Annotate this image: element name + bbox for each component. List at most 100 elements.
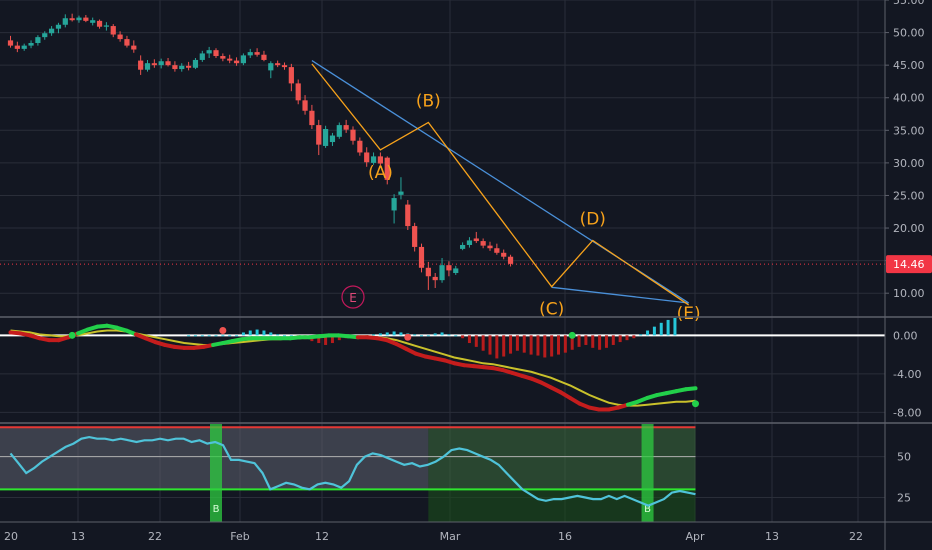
oscillator-signal-bar[interactable]	[641, 424, 654, 522]
macd-layer	[0, 318, 885, 412]
macd-histogram-bar	[454, 335, 458, 337]
candle-body	[275, 63, 281, 66]
macd-histogram-bar	[591, 335, 595, 348]
candle-body	[288, 67, 294, 84]
macd-crossover-marker	[568, 331, 576, 339]
macd-crossover-marker	[219, 327, 227, 335]
candle-body	[473, 238, 479, 242]
candle-body	[254, 52, 260, 55]
price-axis-label: 40.00	[893, 92, 925, 105]
macd-histogram-bar	[646, 330, 650, 336]
macd-histogram-bar	[241, 332, 245, 336]
macd-histogram-bar	[625, 335, 629, 341]
candle-body	[240, 55, 246, 64]
macd-histogram-bar	[570, 335, 574, 350]
macd-histogram-bar	[495, 335, 499, 359]
candle-body	[343, 125, 349, 130]
macd-histogram-bar	[673, 318, 677, 336]
time-axis-label: 20	[4, 530, 18, 543]
macd-histogram-bar	[337, 335, 341, 341]
candle-body	[316, 125, 322, 145]
macd-pane[interactable]	[0, 318, 885, 412]
candle-body	[165, 61, 171, 66]
macd-histogram-bar	[502, 335, 506, 357]
macd-histogram-bar	[529, 335, 533, 355]
candle-body	[432, 276, 438, 281]
pattern-label: (C)	[539, 300, 564, 320]
macd-histogram-bar	[262, 330, 266, 336]
candle-body	[350, 129, 356, 141]
macd-histogram-bar	[283, 335, 286, 337]
macd-histogram-bar	[461, 335, 465, 339]
candle-body	[110, 26, 116, 35]
macd-crossover-marker	[68, 331, 76, 339]
macd-line-segment	[683, 386, 698, 392]
candle-body	[213, 50, 219, 57]
macd-histogram-bar	[474, 335, 478, 347]
macd-histogram-bar	[536, 335, 540, 356]
oscillator-shaded-region	[428, 427, 696, 490]
macd-histogram-bar	[652, 326, 656, 336]
event-marker-circle[interactable]	[341, 285, 365, 309]
candle-body	[233, 60, 240, 64]
price-axis-label: 30.00	[893, 157, 925, 170]
time-axis-label: 12	[315, 530, 329, 543]
candle-body	[62, 18, 68, 25]
candle-body	[55, 24, 62, 29]
macd-histogram-bar	[413, 334, 417, 336]
candle-body	[83, 17, 89, 21]
candle-body	[227, 58, 233, 61]
candle-body	[309, 110, 315, 126]
macd-crossover-marker	[692, 400, 699, 408]
macd-histogram-bar	[515, 335, 519, 351]
price-axis-label: 55.00	[893, 0, 925, 7]
macd-histogram-bar	[557, 335, 560, 355]
candle-body	[186, 65, 192, 68]
macd-histogram-bar	[522, 335, 526, 353]
macd-histogram-bar	[255, 329, 259, 336]
macd-histogram-bar	[221, 335, 225, 337]
macd-histogram-bar	[324, 335, 328, 345]
trendline[interactable]	[551, 286, 689, 304]
candle-body	[336, 125, 342, 137]
macd-histogram-bar	[187, 335, 191, 337]
macd-crossover-marker	[404, 333, 412, 341]
candle-body	[384, 157, 390, 180]
pattern-label: (E)	[677, 304, 701, 324]
macd-histogram-bar	[228, 335, 232, 337]
oscillator-line	[9, 435, 696, 507]
time-axis-label: 16	[558, 530, 572, 543]
time-axis[interactable]: 20 13 22 Feb 12 Mar 16 Apr 13 22	[4, 530, 863, 543]
candle-body	[370, 156, 377, 163]
price-axis-label: 20.00	[893, 222, 925, 235]
candle-body	[103, 25, 109, 27]
macd-histogram-bar	[618, 335, 622, 343]
oscillator-axis-label: 50	[897, 451, 911, 464]
price-axis[interactable]: 10.0015.0020.0025.0030.0035.0040.0045.00…	[885, 0, 932, 505]
candle-body	[28, 43, 34, 46]
candle-body	[151, 63, 157, 66]
abcde-pattern-line[interactable]	[311, 63, 690, 306]
macd-histogram-bar	[563, 335, 567, 353]
price-pane[interactable]: (A) (B) (C) (D) (E) E	[0, 13, 885, 324]
candle-body	[357, 140, 363, 153]
candle-body	[220, 56, 226, 59]
candle-body	[199, 53, 205, 60]
macd-histogram-bar	[200, 335, 204, 337]
pattern-label: (D)	[580, 209, 606, 229]
macd-histogram-bar	[598, 335, 602, 350]
price-candles	[7, 13, 514, 290]
macd-histogram-bar	[509, 335, 513, 354]
candle-body	[323, 129, 329, 146]
candle-body	[466, 240, 473, 245]
candle-body	[14, 45, 20, 49]
macd-histogram-bar	[248, 330, 252, 336]
macd-histogram-bar	[269, 332, 273, 336]
macd-histogram-bar	[372, 334, 376, 336]
macd-histogram-bar	[584, 335, 588, 345]
candle-body	[179, 65, 185, 70]
macd-histogram-bar	[317, 335, 321, 344]
oscillator-signal-bar[interactable]	[210, 424, 222, 522]
